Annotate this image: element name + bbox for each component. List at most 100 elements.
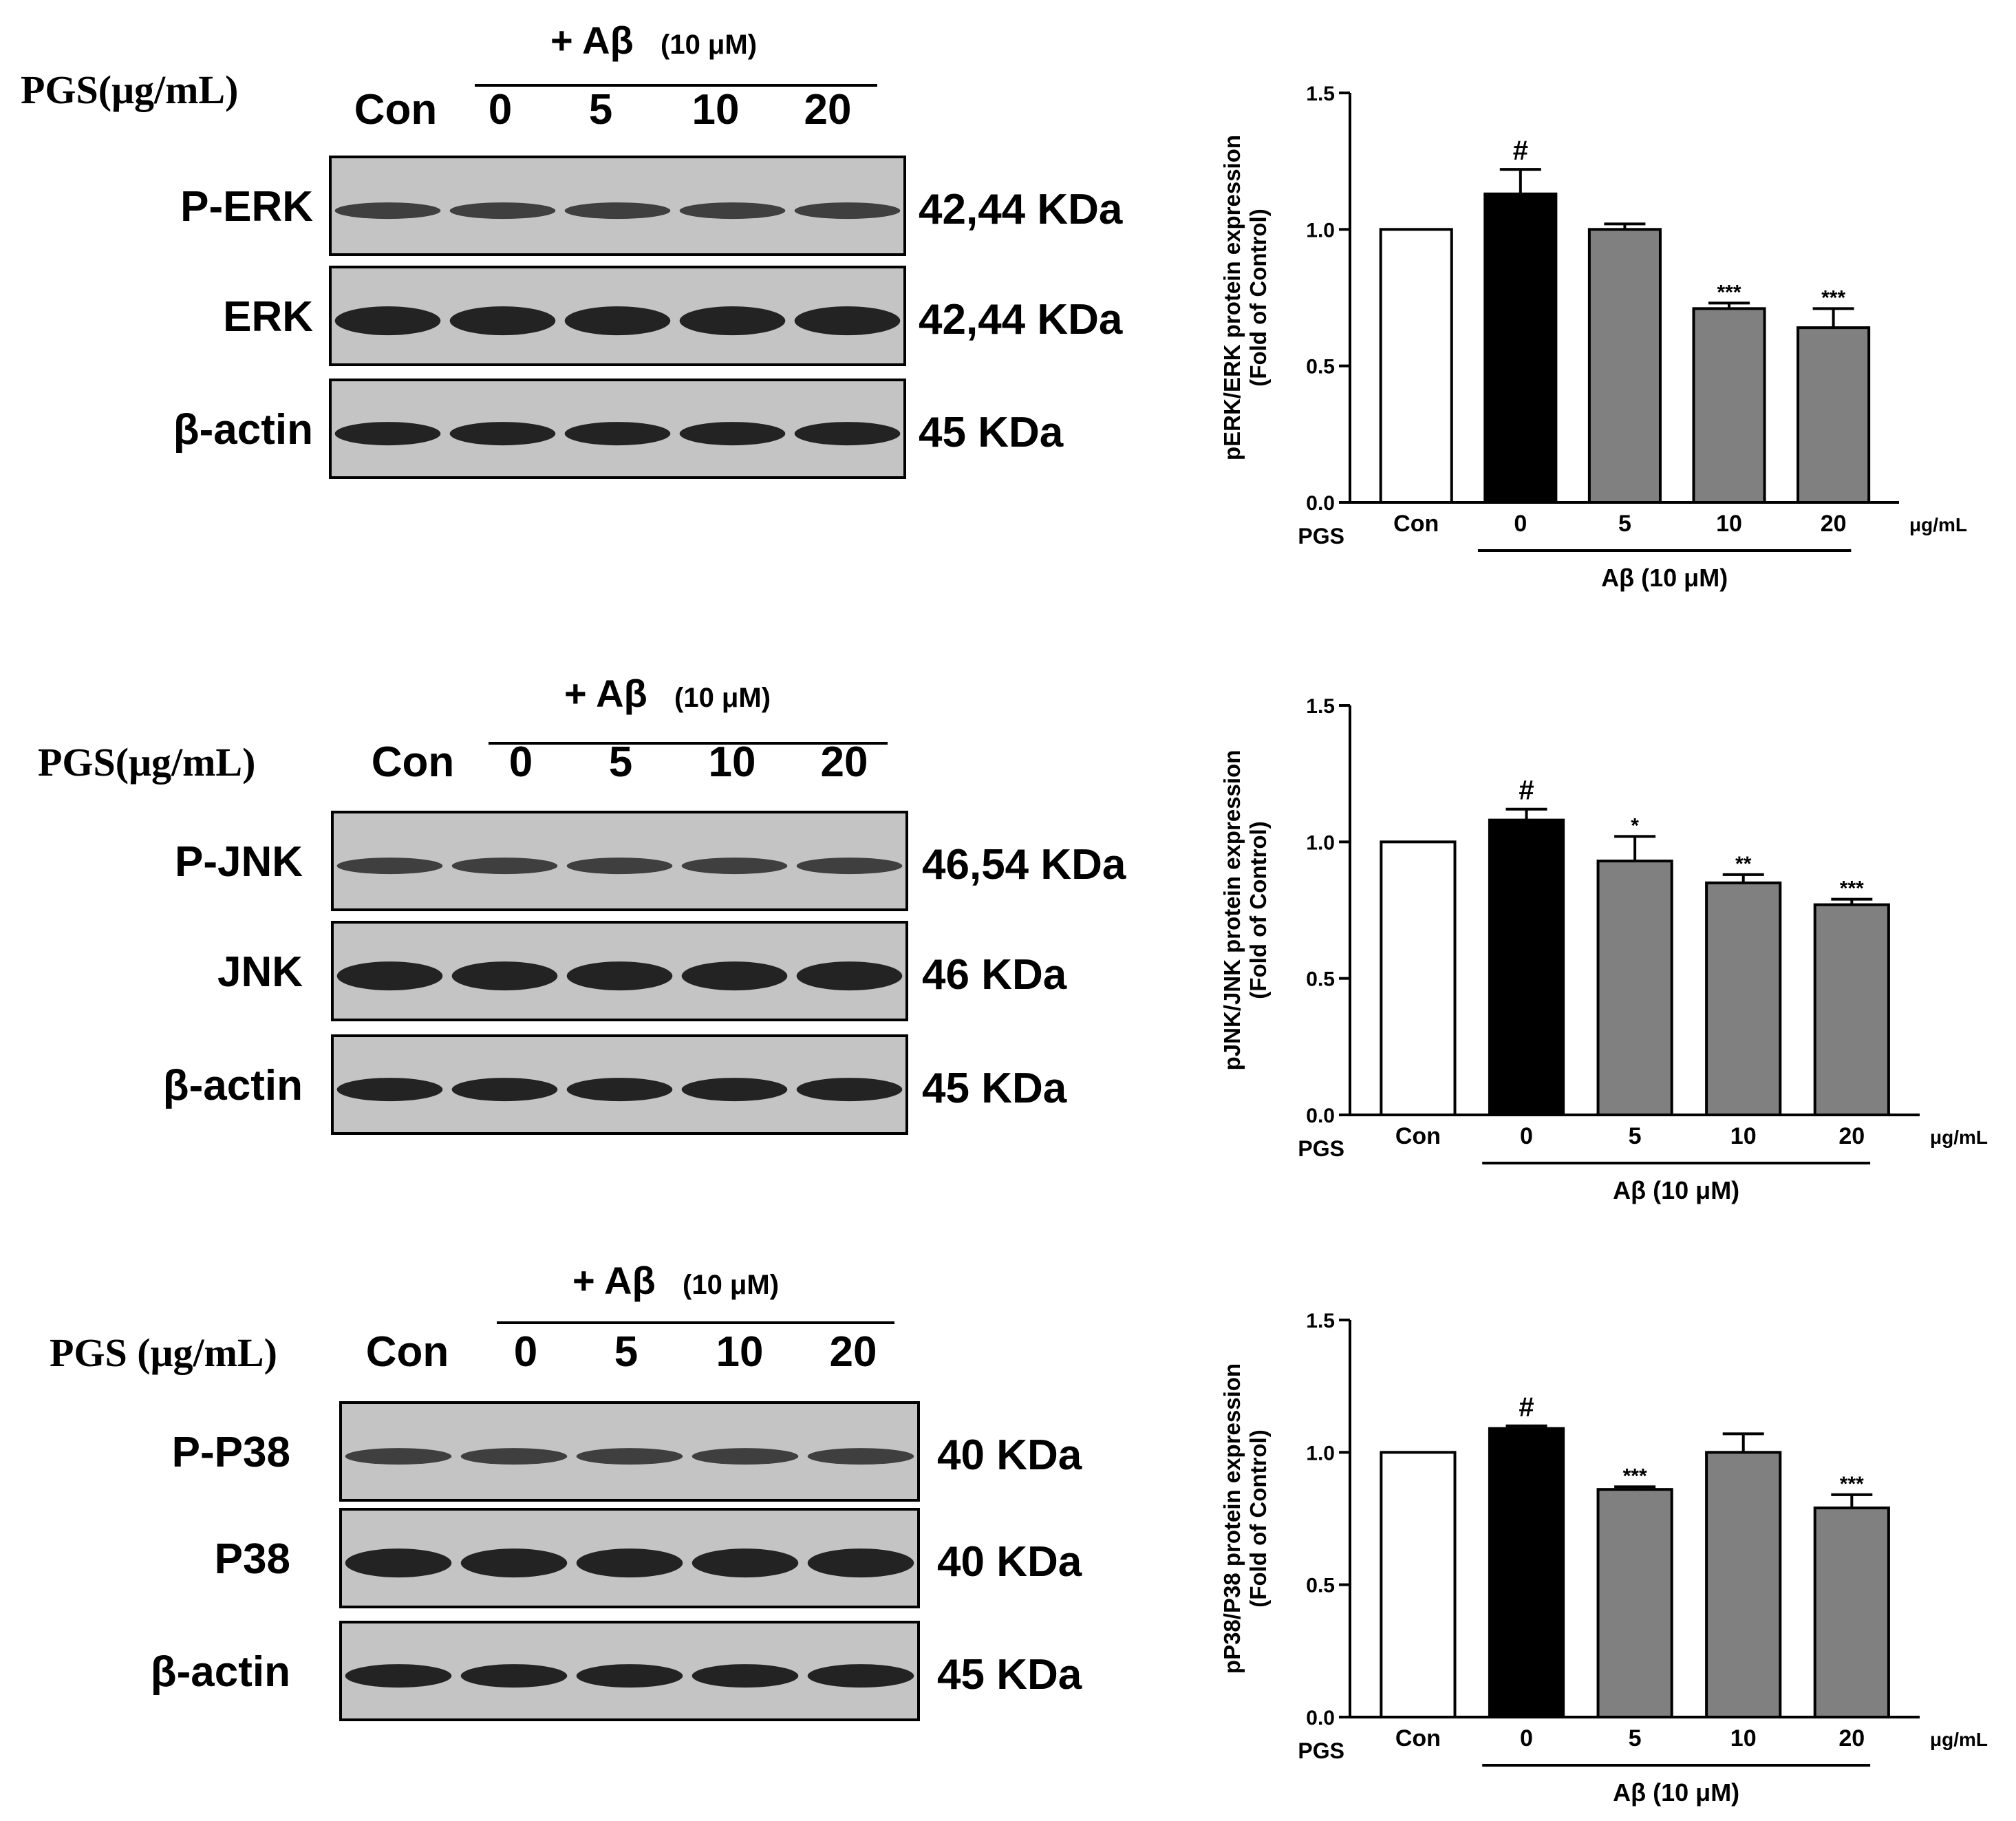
significance-marker: *** bbox=[1623, 1465, 1647, 1487]
blot-row: P38 40 KDa bbox=[215, 1508, 1082, 1608]
band bbox=[460, 1448, 568, 1465]
significance-marker: * bbox=[1631, 814, 1639, 837]
group-label: Aβ (10 μM) bbox=[1601, 564, 1728, 592]
treatment-concentration: (10 μM) bbox=[683, 1270, 779, 1300]
blot-row: JNK 46 KDa bbox=[217, 921, 1067, 1021]
band bbox=[679, 306, 786, 336]
band bbox=[691, 1548, 799, 1578]
band bbox=[796, 858, 903, 875]
lane-label: 10 bbox=[716, 1328, 764, 1376]
molecular-weight-label: 42,44 KDa bbox=[919, 186, 1123, 233]
treatment-label: + Aβ bbox=[572, 1259, 656, 1302]
band bbox=[345, 1548, 452, 1578]
pgs-label: PGS (μg/mL) bbox=[50, 1330, 277, 1375]
band bbox=[576, 1548, 683, 1578]
bar bbox=[1380, 1451, 1457, 1718]
bar bbox=[1705, 1451, 1782, 1718]
band bbox=[807, 1448, 914, 1465]
lane-label: 20 bbox=[821, 738, 868, 786]
y-tick-label: 1.0 bbox=[1306, 1442, 1335, 1465]
group-label: Aβ (10 μM) bbox=[1613, 1778, 1739, 1807]
band bbox=[451, 858, 558, 875]
blot-panel-1: + Aβ (10 μM) PGS(μg/mL) Con 0 5 10 20 P-ERK 42,44… bbox=[21, 19, 1123, 479]
lane-label: Con bbox=[372, 738, 455, 786]
band bbox=[566, 858, 673, 875]
protein-label: β-actin bbox=[151, 1648, 290, 1696]
y-tick-label: 0.0 bbox=[1306, 1105, 1335, 1127]
band bbox=[345, 1664, 452, 1688]
x-tick-label: 5 bbox=[1629, 1123, 1642, 1149]
lane-label: 5 bbox=[589, 86, 612, 134]
blot-row: P-ERK 42,44 KDa bbox=[180, 156, 1123, 256]
x-tick-label: 0 bbox=[1520, 1725, 1533, 1751]
x-tick-label: 20 bbox=[1821, 511, 1847, 537]
protein-label: P-P38 bbox=[172, 1429, 290, 1476]
y-tick-label: 0.5 bbox=[1306, 1575, 1335, 1597]
band bbox=[681, 1078, 788, 1102]
bar bbox=[1483, 192, 1558, 504]
lane-label: Con bbox=[366, 1328, 449, 1376]
treatment-concentration: (10 μM) bbox=[661, 30, 757, 60]
y-axis-label-line2: (Fold of Control) bbox=[1245, 1429, 1271, 1607]
bar bbox=[1379, 228, 1453, 504]
band bbox=[449, 422, 556, 446]
y-tick-label: 1.5 bbox=[1306, 695, 1335, 718]
band bbox=[807, 1548, 914, 1578]
x-tick-label: 5 bbox=[1629, 1725, 1642, 1751]
bar bbox=[1797, 326, 1871, 504]
blot-row: β-actin 45 KDa bbox=[151, 1621, 1082, 1721]
bar bbox=[1692, 307, 1766, 504]
bar-chart-2: 0.0 0.5 1.0 1.5 pJNK/JNK protein expression(… bbox=[1219, 695, 1988, 1204]
significance-marker: *** bbox=[1840, 1473, 1864, 1495]
treatment-concentration: (10 μM) bbox=[674, 683, 771, 713]
protein-label: P-JNK bbox=[175, 838, 303, 886]
band bbox=[336, 1078, 443, 1102]
blot-row: P-JNK 46,54 KDa bbox=[175, 811, 1126, 911]
pgs-label: PGS(μg/mL) bbox=[21, 67, 238, 112]
protein-label: ERK bbox=[223, 293, 313, 341]
blot-panel-2: + Aβ (10 μM) PGS(μg/mL) Con 0 5 10 20 P-JNK 46,54… bbox=[38, 672, 1126, 1135]
y-tick-label: 0.5 bbox=[1306, 356, 1335, 379]
band bbox=[566, 961, 673, 991]
band bbox=[679, 422, 786, 446]
western-blots: + Aβ (10 μM) PGS(μg/mL) Con 0 5 10 20 P-ERK 42,44… bbox=[21, 19, 1126, 1721]
y-tick-label: 1.0 bbox=[1306, 831, 1335, 854]
band bbox=[576, 1448, 683, 1465]
band bbox=[451, 961, 558, 991]
band bbox=[334, 306, 441, 336]
band bbox=[794, 422, 901, 446]
band bbox=[460, 1664, 568, 1688]
molecular-weight-label: 40 KDa bbox=[937, 1431, 1082, 1479]
y-tick-label: 1.0 bbox=[1306, 219, 1335, 242]
band bbox=[796, 961, 903, 991]
y-axis-label-line1: pERK/ERK protein expression bbox=[1219, 135, 1245, 460]
y-axis-label: pJNK/JNK protein expression (Fold of Cont… bbox=[1219, 750, 1271, 1071]
lane-label: 5 bbox=[614, 1328, 638, 1376]
x-prefix-label: PGS bbox=[1298, 1136, 1344, 1161]
bar-chart-3: 0.0 0.5 1.0 1.5 pP38/P38 protein expression(… bbox=[1219, 1310, 1988, 1807]
band bbox=[681, 961, 788, 991]
y-axis-label: pP38/P38 protein expression (Fold of Cont… bbox=[1219, 1363, 1271, 1674]
x-tick-label: 20 bbox=[1838, 1123, 1865, 1149]
protein-label: β-actin bbox=[163, 1062, 303, 1109]
y-tick-label: 1.5 bbox=[1306, 83, 1335, 105]
lane-label: 20 bbox=[830, 1328, 877, 1376]
lane-label: 0 bbox=[489, 86, 512, 134]
x-tick-label: 20 bbox=[1838, 1725, 1865, 1751]
molecular-weight-label: 45 KDa bbox=[937, 1651, 1082, 1698]
band bbox=[564, 306, 671, 336]
band bbox=[564, 422, 671, 446]
y-axis-label-line2: (Fold of Control) bbox=[1245, 209, 1271, 386]
x-unit-label: μg/mL bbox=[1930, 1127, 1988, 1148]
lane-label: 0 bbox=[509, 738, 533, 786]
bar bbox=[1596, 860, 1673, 1116]
significance-marker: # bbox=[1513, 136, 1528, 166]
pgs-label: PGS(μg/mL) bbox=[38, 740, 255, 785]
x-tick-label: 10 bbox=[1716, 511, 1742, 537]
treatment-label: + Aβ bbox=[564, 672, 647, 715]
x-tick-label: 10 bbox=[1730, 1123, 1757, 1149]
bar bbox=[1705, 881, 1782, 1117]
y-axis-label: pERK/ERK protein expression (Fold of Cont… bbox=[1219, 135, 1271, 460]
band bbox=[796, 1078, 903, 1102]
